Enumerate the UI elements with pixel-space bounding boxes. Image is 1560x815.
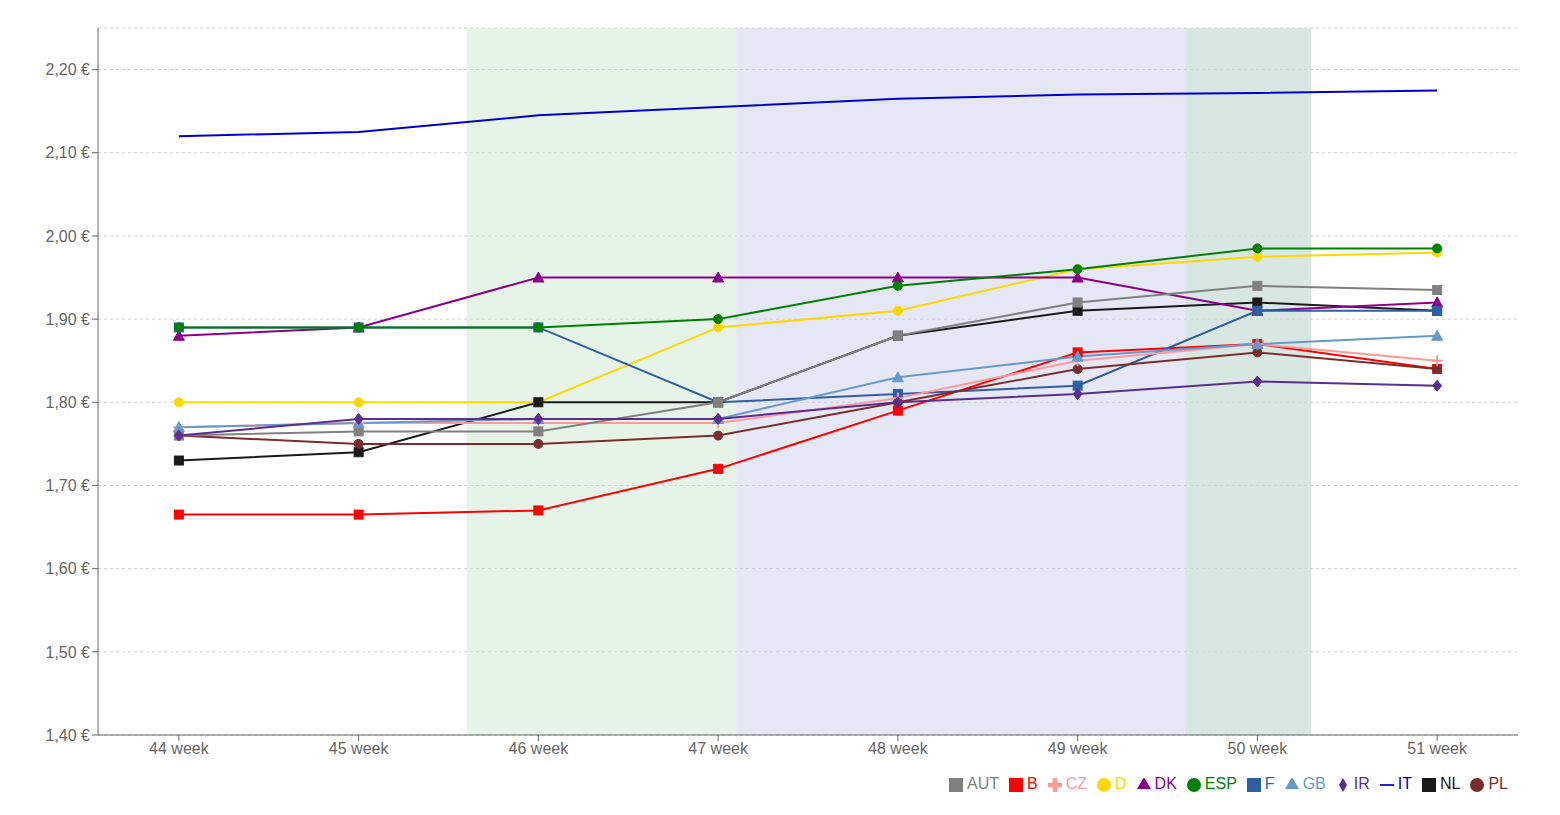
svg-text:1,80 €: 1,80 € bbox=[46, 394, 91, 411]
html-text:F: F bbox=[1264, 775, 1275, 792]
html-text:GB: GB bbox=[1302, 775, 1326, 792]
svg-text:48 week: 48 week bbox=[868, 740, 929, 757]
svg-text:1,60 €: 1,60 € bbox=[46, 560, 91, 577]
svg-text:45 week: 45 week bbox=[329, 740, 390, 757]
svg-text:2,20 €: 2,20 € bbox=[46, 61, 91, 78]
svg-text:2,00 €: 2,00 € bbox=[46, 228, 91, 245]
html-text:IR: IR bbox=[1353, 775, 1370, 792]
html-text:DK: DK bbox=[1154, 775, 1177, 792]
html-text:B: B bbox=[1027, 775, 1038, 792]
html-text:NL: NL bbox=[1440, 775, 1461, 792]
html-text:ESP: ESP bbox=[1204, 775, 1237, 792]
svg-text:1,70 €: 1,70 € bbox=[46, 477, 91, 494]
svg-text:46 week: 46 week bbox=[509, 740, 570, 757]
svg-text:51 week: 51 week bbox=[1407, 740, 1468, 757]
svg-text:50 week: 50 week bbox=[1228, 740, 1289, 757]
html-text:IT: IT bbox=[1397, 775, 1412, 792]
svg-text:1,50 €: 1,50 € bbox=[46, 644, 91, 661]
svg-text:49 week: 49 week bbox=[1048, 740, 1109, 757]
html-text:CZ: CZ bbox=[1065, 775, 1087, 792]
svg-text:44 week: 44 week bbox=[149, 740, 210, 757]
svg-text:2,10 €: 2,10 € bbox=[46, 144, 91, 161]
html-text:PL: PL bbox=[1488, 775, 1508, 792]
svg-text:47 week: 47 week bbox=[688, 740, 749, 757]
html-text:D: D bbox=[1115, 775, 1127, 792]
svg-text:1,90 €: 1,90 € bbox=[46, 311, 91, 328]
html-text:AUT: AUT bbox=[967, 775, 999, 792]
svg-text:1,40 €: 1,40 € bbox=[46, 727, 91, 744]
